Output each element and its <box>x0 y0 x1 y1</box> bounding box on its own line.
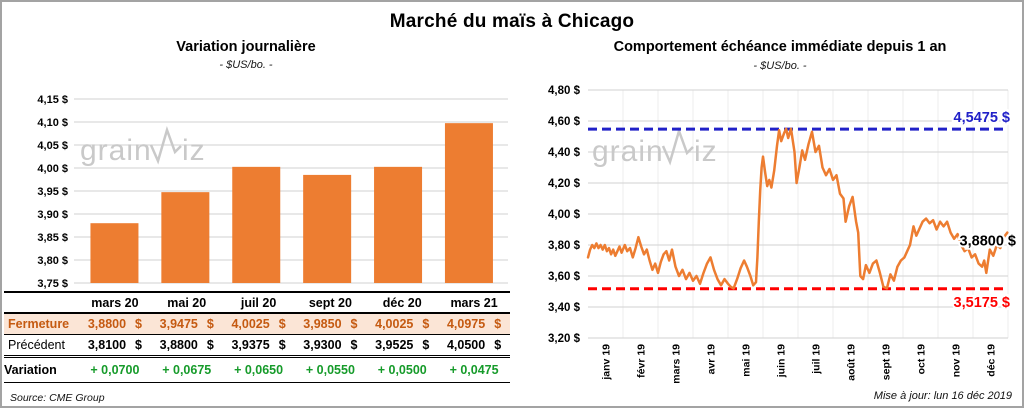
table-cell: + 0,0500 <box>366 356 439 383</box>
svg-text:juil 19: juil 19 <box>811 344 823 375</box>
svg-text:avr 19: avr 19 <box>706 344 718 375</box>
row-label: Précédent <box>4 334 79 358</box>
line-chart-subtitle: - $US/bo. - <box>753 60 807 72</box>
svg-text:4,00 $: 4,00 $ <box>548 209 581 221</box>
table-cell: 3,8800 $ <box>79 313 151 335</box>
svg-text:mars 19: mars 19 <box>671 344 683 384</box>
table-cell: + 0,0700 <box>79 356 151 383</box>
table-cell: 3,9300 $ <box>294 334 367 358</box>
resistance-label: 4,5475 $ <box>954 110 1010 126</box>
svg-text:3,80 $: 3,80 $ <box>548 240 581 252</box>
x-axis-labels: janv 19 févr 19 mars 19 avr 19 mai 19 juin 19… <box>601 344 998 384</box>
column-header: mai 20 <box>150 292 223 314</box>
svg-text:août 19: août 19 <box>846 344 858 381</box>
table-cell: 3,8800 $ <box>150 334 223 358</box>
svg-text:févr 19: févr 19 <box>636 344 648 378</box>
bar-mars 20 <box>90 223 139 283</box>
svg-text:4,10 $: 4,10 $ <box>37 117 68 129</box>
bar-chart-subtitle: - $US/bo. - <box>219 59 273 71</box>
svg-text:3,75 $: 3,75 $ <box>37 278 68 290</box>
line-chart-title: Comportement échéance immédiate depuis 1… <box>613 39 947 55</box>
svg-text:iz: iz <box>694 135 718 168</box>
daily-variation-bar-chart: 4,15 $ 4,10 $ 4,05 $ 4,00 $ 3,95 $ 3,90 $ 3,85… <box>37 94 508 290</box>
row-label: Variation <box>4 356 79 383</box>
bar-mai 20 <box>161 192 210 283</box>
svg-text:3,80 $: 3,80 $ <box>37 255 68 267</box>
bar-sept 20 <box>303 174 352 283</box>
svg-text:sept 19: sept 19 <box>881 344 893 380</box>
svg-text:juin 19: juin 19 <box>776 344 788 378</box>
table-cell: + 0,0650 <box>222 356 295 383</box>
svg-text:4,15 $: 4,15 $ <box>37 94 68 106</box>
svg-text:3,60 $: 3,60 $ <box>548 271 581 283</box>
table-row-fermeture: Fermeture 3,8800 $3,9475 $4,0025 $3,9850 $4,0… <box>4 313 510 335</box>
table-cell: 4,0500 $ <box>438 334 510 358</box>
price-line <box>586 127 1009 290</box>
source-note: Source: CME Group <box>10 392 105 404</box>
column-header: déc 20 <box>366 292 439 314</box>
grainwiz-watermark: grain iz <box>592 126 718 168</box>
row-label: Fermeture <box>4 313 79 335</box>
table-cell: + 0,0550 <box>294 356 367 383</box>
column-header: mars 21 <box>438 292 510 314</box>
svg-text:3,40 $: 3,40 $ <box>548 302 581 314</box>
svg-text:grain: grain <box>80 134 152 167</box>
column-header: mars 20 <box>79 292 151 314</box>
column-header: sept 20 <box>294 292 367 314</box>
table-cell: 3,9475 $ <box>150 313 223 335</box>
svg-text:iz: iz <box>182 134 206 167</box>
svg-text:mai 19: mai 19 <box>741 344 753 377</box>
y-gridlines <box>74 98 508 284</box>
svg-text:grain: grain <box>592 135 664 168</box>
table-header-row: mars 20 mai 20 juil 20 sept 20 déc 20 mars 21 <box>4 292 510 314</box>
bar-juil 20 <box>232 166 281 283</box>
svg-text:3,85 $: 3,85 $ <box>37 232 68 244</box>
table-cell: 3,9525 $ <box>366 334 439 358</box>
y-axis-labels: 4,80 $ 4,60 $ 4,40 $ 4,20 $ 4,00 $ 3,80 $ 3,60… <box>548 85 581 345</box>
svg-text:4,40 $: 4,40 $ <box>548 147 581 159</box>
svg-text:4,05 $: 4,05 $ <box>37 140 68 152</box>
svg-text:4,00 $: 4,00 $ <box>37 163 68 175</box>
support-label: 3,5175 $ <box>954 295 1010 311</box>
futures-price-table: mars 20 mai 20 juil 20 sept 20 déc 20 mars 21… <box>4 291 510 383</box>
svg-text:nov 19: nov 19 <box>951 344 963 377</box>
table-cell: 3,8100 $ <box>79 334 151 358</box>
grainwiz-watermark: grain iz <box>80 125 206 167</box>
svg-text:3,90 $: 3,90 $ <box>37 209 68 221</box>
page-title: Marché du maïs à Chicago <box>389 11 635 32</box>
svg-text:janv 19: janv 19 <box>601 344 613 381</box>
svg-text:4,80 $: 4,80 $ <box>548 85 581 97</box>
y-gridlines <box>588 89 1008 339</box>
update-note: Mise à jour: lun 16 déc 2019 <box>873 390 1012 402</box>
bars <box>90 123 493 284</box>
table-cell: 3,9850 $ <box>294 313 367 335</box>
svg-text:oct 19: oct 19 <box>916 344 928 375</box>
table-cell: 4,0975 $ <box>438 313 510 335</box>
svg-text:4,20 $: 4,20 $ <box>548 178 581 190</box>
table-cell: + 0,0475 <box>438 356 510 383</box>
svg-text:3,20 $: 3,20 $ <box>548 333 581 345</box>
front-month-line-chart: 4,80 $ 4,60 $ 4,40 $ 4,20 $ 4,00 $ 3,80 $ 3,60… <box>548 85 1018 384</box>
bar-déc 20 <box>374 166 423 283</box>
table-cell: 4,0025 $ <box>366 313 439 335</box>
table-cell: 4,0025 $ <box>222 313 295 335</box>
bar-chart-title: Variation journalière <box>176 39 316 55</box>
y-axis-labels: 4,15 $ 4,10 $ 4,05 $ 4,00 $ 3,95 $ 3,90 $ 3,85… <box>37 94 68 290</box>
table-row-precedent: Précédent 3,8100 $3,8800 $3,9375 $3,9300 $3,9… <box>4 334 510 358</box>
table-cell: 3,9375 $ <box>222 334 295 358</box>
last-price-label: 3,8800 $ <box>960 234 1016 250</box>
svg-text:4,60 $: 4,60 $ <box>548 116 581 128</box>
column-header: juil 20 <box>222 292 295 314</box>
svg-text:déc 19: déc 19 <box>986 344 998 377</box>
bar-mars 21 <box>444 123 493 284</box>
svg-text:3,95 $: 3,95 $ <box>37 186 68 198</box>
table-cell: + 0,0675 <box>150 356 223 383</box>
table-row-variation: Variation + 0,0700 + 0,0675 + 0,0650 + 0,055… <box>4 356 510 383</box>
